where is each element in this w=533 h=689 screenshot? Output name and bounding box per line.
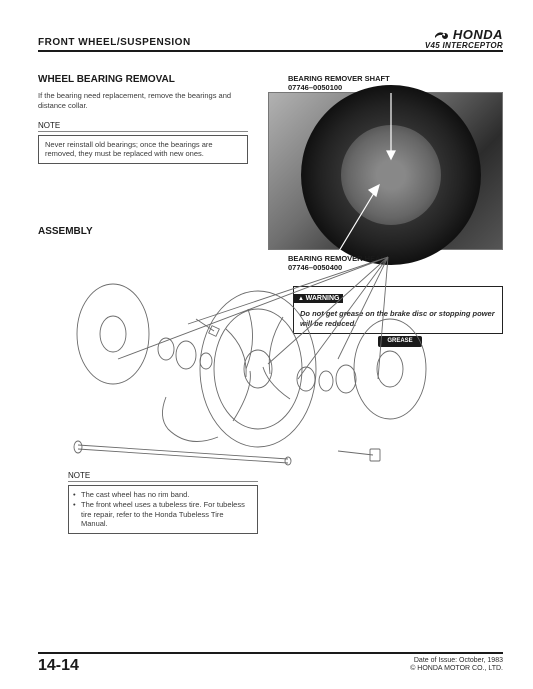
removal-intro: If the bearing need replacement, remove … [38, 91, 248, 111]
removal-heading: WHEEL BEARING REMOVAL [38, 74, 503, 85]
note2-item2: The front wheel uses a tubeless tire. Fo… [81, 500, 251, 529]
page-footer: 14-14 Date of Issue: October, 1983 © HON… [38, 652, 503, 675]
note-box-2: The cast wheel has no rim band. The fron… [68, 485, 258, 534]
footer-copyright: Date of Issue: October, 1983 © HONDA MOT… [410, 657, 503, 674]
model-name: V45 INTERCEPTOR [425, 42, 503, 50]
note-box-1: Never reinstall old bearings; once the b… [38, 135, 248, 165]
wheel-photo [268, 92, 503, 250]
note2-item1: The cast wheel has no rim band. [81, 490, 251, 500]
brand-block: HONDA V45 INTERCEPTOR [425, 28, 503, 50]
note-label-2: NOTE [68, 471, 258, 482]
section-title: FRONT WHEEL/SUSPENSION [38, 37, 191, 48]
exploded-diagram [38, 249, 503, 469]
page-header: FRONT WHEEL/SUSPENSION HONDA V45 INTERCE… [38, 28, 503, 52]
note-label-1: NOTE [38, 121, 248, 132]
brand-name: HONDA [425, 28, 503, 42]
page-number: 14-14 [38, 657, 79, 675]
